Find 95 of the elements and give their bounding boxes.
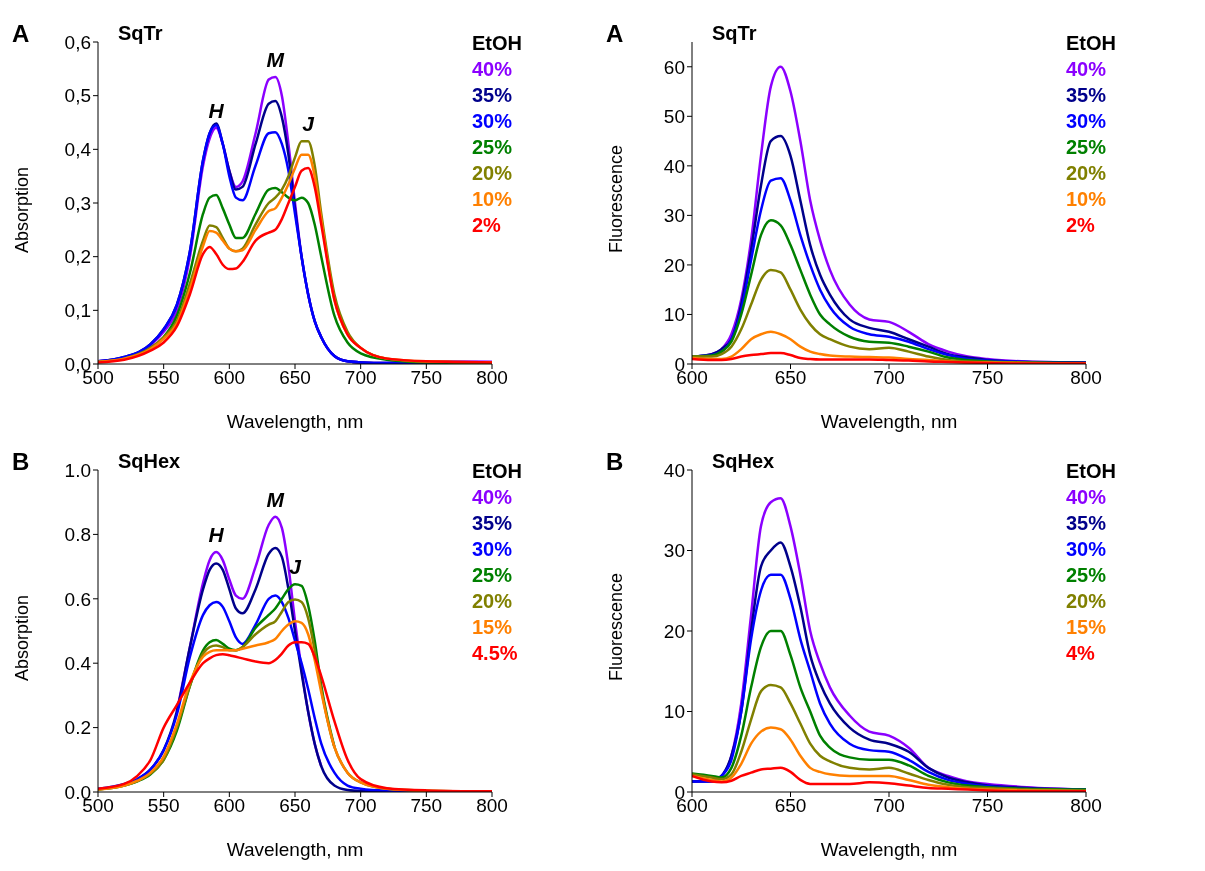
legend-title: EtOH [1066, 459, 1117, 484]
chart-title: SqTr [118, 22, 163, 45]
x-tick-label: 750 [971, 795, 1004, 817]
text: 20% [1066, 589, 1108, 614]
y-tick-label: 0,3 [64, 192, 91, 214]
y-axis-title: Fluorescence [606, 144, 627, 253]
x-axis-title: Wavelength, nm [820, 411, 958, 432]
x-tick-label: 800 [1070, 795, 1102, 817]
x-tick-label: 800 [476, 367, 508, 389]
text: 10% [472, 187, 514, 212]
x-tick-label: 650 [774, 367, 807, 389]
text: 35% [472, 83, 514, 108]
y-tick-label: 10 [663, 701, 685, 723]
text: 15% [1066, 615, 1108, 640]
x-tick-label: 600 [213, 795, 246, 817]
text: 40% [472, 57, 514, 82]
legend-title: EtOH [1066, 31, 1117, 56]
y-axis-title: Absorption [12, 594, 33, 681]
x-axis-title: Wavelength, nm [226, 411, 364, 432]
annotation: H [208, 98, 225, 122]
text: 35% [472, 511, 514, 536]
text: 4.5% [472, 641, 519, 666]
text: A [606, 20, 624, 48]
text: 35% [1066, 83, 1108, 108]
text: A [12, 20, 30, 48]
y-tick-label: 20 [663, 620, 685, 642]
y-tick-label: 50 [663, 106, 685, 128]
legend-title: EtOH [472, 459, 523, 484]
y-tick-label: 0.6 [64, 588, 91, 610]
x-tick-label: 550 [147, 795, 180, 817]
text: B [606, 448, 624, 476]
text: 20% [472, 161, 514, 186]
text: 40% [472, 485, 514, 510]
x-tick-label: 800 [476, 795, 508, 817]
text: 20% [1066, 161, 1108, 186]
y-tick-label: 0.2 [64, 717, 91, 739]
text: 40% [1066, 57, 1108, 82]
y-tick-label: 0,2 [64, 246, 91, 268]
text: 2% [1066, 213, 1096, 238]
x-tick-label: 700 [344, 367, 377, 389]
text: 2% [472, 213, 502, 238]
chart-title: SqHex [712, 450, 775, 473]
x-tick-label: 600 [213, 367, 246, 389]
x-tick-label: 650 [279, 367, 311, 389]
text: 25% [472, 563, 514, 588]
x-tick-label: 750 [410, 795, 443, 817]
y-tick-label: 60 [663, 56, 685, 78]
annotation: J [289, 555, 303, 579]
text: 10% [1066, 187, 1108, 212]
legend-title: EtOH [472, 31, 523, 56]
text: 25% [472, 135, 514, 160]
text: B [12, 448, 30, 476]
text: 30% [472, 537, 514, 562]
y-tick-label: 0,4 [64, 139, 92, 161]
y-tick-label: 30 [663, 540, 685, 562]
x-tick-label: 700 [344, 795, 377, 817]
x-tick-label: 750 [971, 367, 1004, 389]
text: 30% [1066, 537, 1108, 562]
text: 15% [472, 615, 514, 640]
y-tick-label: 0.8 [64, 524, 91, 546]
y-tick-label: 0,6 [64, 31, 91, 53]
y-tick-label: 40 [663, 155, 685, 177]
annotation: M [266, 47, 285, 71]
x-tick-label: 650 [279, 795, 311, 817]
text: 25% [1066, 563, 1108, 588]
text: 30% [1066, 109, 1108, 134]
x-tick-label: 700 [873, 795, 905, 817]
x-axis-title: Wavelength, nm [226, 839, 364, 860]
x-tick-label: 800 [1070, 367, 1102, 389]
x-tick-label: 700 [873, 367, 905, 389]
y-tick-label: 40 [663, 459, 685, 481]
x-tick-label: 650 [774, 795, 807, 817]
y-axis-title: Absorption [12, 166, 33, 253]
y-tick-label: 10 [663, 304, 685, 326]
chart-title: SqHex [118, 450, 181, 473]
y-axis-title: Fluorescence [606, 572, 627, 681]
annotation: H [208, 523, 225, 547]
text: 30% [472, 109, 514, 134]
text: 35% [1066, 511, 1108, 536]
annotation: J [302, 112, 316, 136]
chart-title: SqTr [712, 22, 757, 45]
annotation: M [266, 487, 285, 511]
x-tick-label: 750 [410, 367, 443, 389]
y-tick-label: 0,5 [64, 85, 91, 107]
y-tick-label: 0.4 [64, 652, 92, 674]
y-tick-label: 30 [663, 205, 685, 227]
text: 25% [1066, 135, 1108, 160]
y-tick-label: 1.0 [64, 459, 91, 481]
text: 20% [472, 589, 514, 614]
text: 4% [1066, 641, 1096, 666]
y-tick-label: 0,1 [64, 300, 91, 322]
x-tick-label: 550 [147, 367, 180, 389]
text: 40% [1066, 485, 1108, 510]
y-tick-label: 20 [663, 254, 685, 276]
x-axis-title: Wavelength, nm [820, 839, 958, 860]
